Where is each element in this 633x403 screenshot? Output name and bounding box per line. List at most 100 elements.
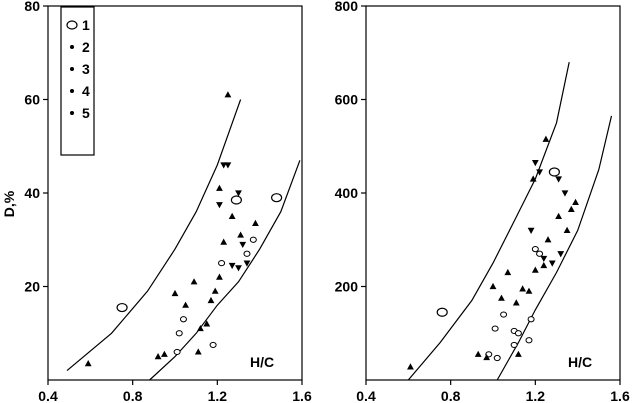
right-boundary-curve-1 <box>407 61 570 381</box>
right-point-filled-triangle-up <box>483 353 491 361</box>
left-point-open-circle <box>116 302 128 313</box>
right-point-small-open-circle <box>514 330 522 337</box>
left-x-tick-label: 0.8 <box>123 388 143 403</box>
left-data-points <box>84 91 283 367</box>
left-point-filled-triangle-up <box>190 278 198 285</box>
left-point-filled-triangle-up <box>224 91 232 98</box>
right-point-small-open-circle <box>500 311 508 318</box>
right-point-small-open-circle <box>510 341 518 349</box>
left-x-tick-label: 1.6 <box>292 388 312 403</box>
right-point-filled-triangle-down <box>555 176 563 183</box>
left-point-small-open-circle <box>173 348 181 356</box>
left-x-tick-label: 0.4 <box>38 388 58 403</box>
right-point-filled-triangle-up <box>531 266 539 273</box>
right-hc-annotation: H/C <box>568 354 592 370</box>
right-panel: 0.4 0.8 1.2 1.6 200 400 600 800 H/C <box>335 0 630 403</box>
right-point-filled-triangle-up <box>489 282 497 290</box>
right-y-tick-label: 400 <box>335 185 359 201</box>
legend-label-5: 5 <box>82 105 90 121</box>
right-point-filled-triangle-up <box>555 212 563 219</box>
right-point-open-circle <box>436 307 448 317</box>
left-point-filled-triangle-up <box>194 348 202 355</box>
right-point-filled-triangle-up <box>542 135 550 142</box>
left-point-filled-triangle-up <box>228 212 236 219</box>
right-point-filled-triangle-up <box>407 363 414 370</box>
right-point-filled-triangle-up <box>563 226 571 233</box>
right-point-filled-triangle-up <box>515 350 522 357</box>
right-y-tick-label: 200 <box>335 279 359 295</box>
left-point-filled-triangle-up <box>182 301 189 308</box>
left-y-tick-label: 40 <box>24 185 40 201</box>
legend-label-2: 2 <box>82 39 90 55</box>
left-boundary-curve-1 <box>66 99 242 372</box>
right-x-tick-label: 0.8 <box>441 388 461 403</box>
right-point-filled-triangle-down <box>548 260 556 267</box>
legend-marker-5 <box>70 111 74 115</box>
right-boundary-curves <box>407 61 613 381</box>
left-point-small-open-circle <box>218 260 226 267</box>
right-point-small-open-circle <box>493 354 501 362</box>
right-boundary-curve-2 <box>496 115 613 381</box>
legend-marker-3 <box>70 67 74 71</box>
right-point-small-open-circle <box>525 337 533 344</box>
right-plot-frame <box>365 5 621 381</box>
right-tick-labels: 0.4 0.8 1.2 1.6 200 400 600 800 <box>335 0 630 403</box>
left-point-filled-triangle-down <box>243 260 251 267</box>
right-point-filled-triangle-up <box>544 236 552 243</box>
left-point-filled-triangle-up <box>197 324 204 332</box>
left-point-small-open-circle <box>179 316 187 323</box>
left-point-filled-triangle-down <box>235 190 242 197</box>
left-point-small-open-circle <box>249 236 257 243</box>
right-point-filled-triangle-up <box>540 261 548 269</box>
left-point-filled-triangle-down <box>228 262 236 270</box>
right-point-small-open-circle <box>531 246 539 253</box>
left-point-filled-triangle-up <box>252 219 259 226</box>
left-point-filled-triangle-down <box>235 265 242 272</box>
left-point-small-open-circle <box>209 341 217 349</box>
left-hc-annotation: H/C <box>250 354 274 370</box>
left-point-open-circle <box>230 195 242 205</box>
right-data-points <box>407 135 579 370</box>
left-tick-labels: 0.4 0.8 1.2 1.6 20 40 60 80 <box>24 0 312 403</box>
left-point-filled-triangle-up <box>154 353 162 360</box>
right-point-filled-triangle-up <box>567 205 575 212</box>
left-point-filled-triangle-down <box>216 202 223 209</box>
right-point-open-circle <box>548 167 560 177</box>
left-point-filled-triangle-up <box>161 350 168 357</box>
right-point-filled-triangle-up <box>474 350 482 357</box>
left-point-small-open-circle <box>175 330 183 337</box>
left-point-open-circle <box>271 193 283 203</box>
right-point-filled-triangle-up <box>572 198 579 205</box>
right-point-filled-triangle-up <box>519 285 527 292</box>
right-point-filled-triangle-up <box>525 287 533 294</box>
left-x-tick-label: 1.2 <box>208 388 228 403</box>
right-point-filled-triangle-down <box>536 169 543 176</box>
right-x-tick-label: 1.2 <box>526 388 546 403</box>
right-x-tick-label: 1.6 <box>610 388 630 403</box>
left-point-filled-triangle-up <box>220 238 228 245</box>
right-point-filled-triangle-down <box>540 255 548 263</box>
right-point-small-open-circle <box>491 325 499 332</box>
left-point-filled-triangle-up <box>84 360 92 367</box>
legend-marker-2 <box>70 45 74 49</box>
left-y-tick-label: 80 <box>24 0 40 14</box>
right-point-filled-triangle-down <box>531 160 539 167</box>
left-point-filled-triangle-up <box>237 231 245 238</box>
right-point-filled-triangle-up <box>504 268 512 276</box>
legend-marker-1 <box>66 20 78 30</box>
legend-label-1: 1 <box>82 17 90 33</box>
legend-marker-4 <box>70 89 74 93</box>
right-point-filled-triangle-up <box>529 175 537 182</box>
right-point-filled-triangle-down <box>557 251 565 258</box>
left-point-filled-triangle-up <box>203 320 211 327</box>
right-point-filled-triangle-down <box>561 190 569 197</box>
right-point-filled-triangle-down <box>527 227 535 234</box>
right-y-tick-label: 600 <box>335 92 359 108</box>
left-point-filled-triangle-up <box>216 273 223 280</box>
right-y-tick-label: 800 <box>335 0 359 14</box>
right-point-filled-triangle-up <box>512 299 520 306</box>
left-point-filled-triangle-up <box>207 296 215 304</box>
left-point-filled-triangle-up <box>211 287 219 294</box>
legend-label-3: 3 <box>82 61 90 77</box>
legend-label-4: 4 <box>82 83 90 99</box>
